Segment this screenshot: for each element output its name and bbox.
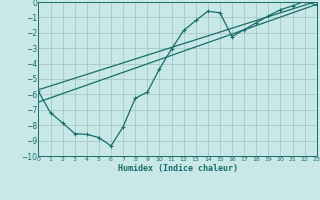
X-axis label: Humidex (Indice chaleur): Humidex (Indice chaleur) xyxy=(118,164,238,173)
